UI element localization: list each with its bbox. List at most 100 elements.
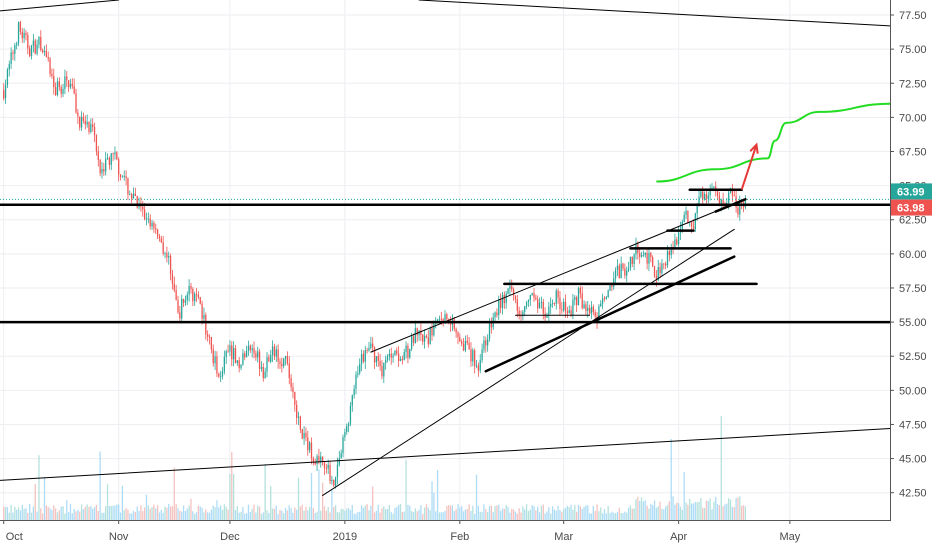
candle-body <box>195 293 198 295</box>
volume-bar <box>40 508 42 520</box>
volume-bar <box>531 505 533 520</box>
candle-body <box>92 124 94 127</box>
volume-bar <box>505 504 507 520</box>
volume-bar <box>86 504 88 520</box>
candle-body <box>574 297 576 300</box>
candle-body <box>461 341 463 344</box>
volume-bar <box>655 507 658 520</box>
volume-bar <box>41 513 44 520</box>
candle-body <box>674 239 676 249</box>
candle-body <box>155 228 157 230</box>
trend-line[interactable] <box>0 0 120 12</box>
trend-line[interactable] <box>0 428 891 481</box>
volume-bar <box>535 510 537 520</box>
time-axis-background <box>0 520 932 550</box>
volume-bar <box>62 506 64 520</box>
candle-body <box>164 253 166 254</box>
volume-bar <box>537 506 539 520</box>
price-axis[interactable]: 42.50 45.00 47.50 50.00 52.50 55.00 57.50 60.00… <box>890 0 932 550</box>
candle-body <box>644 252 646 255</box>
volume-bar <box>588 513 591 520</box>
candle-body <box>600 303 602 307</box>
volume-bar <box>620 513 622 520</box>
price-tick-label: 77.50 <box>899 10 927 22</box>
volume-bar <box>687 504 689 520</box>
price-tick-label: 62.50 <box>899 215 927 227</box>
volume-bar <box>69 504 72 520</box>
candle-body <box>464 340 467 351</box>
volume-bar <box>283 513 285 520</box>
volume-bar <box>279 509 281 520</box>
volume-bar <box>627 507 630 520</box>
candle-body <box>414 328 416 343</box>
volume-bar <box>34 483 36 520</box>
candle-body <box>110 153 112 165</box>
volume-bar <box>56 512 59 520</box>
volume-bar <box>214 507 216 520</box>
trend-line[interactable] <box>322 228 735 496</box>
candle-body <box>655 276 658 280</box>
volume-bar <box>255 512 257 520</box>
trend-line[interactable] <box>370 198 746 353</box>
candle-body <box>329 464 331 482</box>
candle-body <box>4 85 7 99</box>
volume-bar <box>45 505 48 520</box>
candle-body <box>116 152 118 160</box>
volume-bar <box>472 505 474 520</box>
candle-body <box>6 69 9 86</box>
projection-curve[interactable] <box>656 102 891 183</box>
volume-bar <box>331 490 333 520</box>
projection-arrow-shaft[interactable] <box>740 144 758 191</box>
candle-body <box>325 467 327 469</box>
trend-line[interactable] <box>484 255 736 373</box>
candle-body <box>114 152 116 155</box>
candle-body <box>427 337 429 345</box>
candle-body <box>564 301 567 312</box>
volume-bar <box>158 512 161 520</box>
candle-body <box>119 174 122 177</box>
volume-bar <box>433 492 435 520</box>
candle-body <box>683 214 685 222</box>
candle-body <box>225 351 227 357</box>
trend-line[interactable] <box>714 198 747 213</box>
time-axis[interactable]: Oct Nov Dec 2019 Feb Mar Apr May <box>0 520 932 550</box>
candle-body <box>17 21 20 44</box>
volume-bar <box>75 511 77 520</box>
candle-body <box>16 43 18 46</box>
candle-body <box>553 303 556 304</box>
price-badge-label: 63.98 <box>897 203 925 215</box>
volume-bar <box>212 505 214 520</box>
volume-bar <box>642 501 645 520</box>
volume-bar <box>474 513 476 520</box>
volume-bar <box>114 505 116 520</box>
candle-body <box>692 226 695 230</box>
candle-body <box>53 76 55 88</box>
candle-body <box>440 318 442 320</box>
candle-body <box>186 294 188 301</box>
candle-body <box>192 288 194 302</box>
volume-bar <box>253 504 255 520</box>
trend-line[interactable] <box>418 0 891 27</box>
volume-bar <box>622 513 624 520</box>
volume-bar <box>79 511 81 520</box>
volume-bar <box>652 505 654 520</box>
candle-body <box>136 195 138 208</box>
volume-bar <box>572 509 574 520</box>
candle-body <box>236 360 238 363</box>
candle-body <box>351 395 353 406</box>
candle-body <box>349 405 352 424</box>
volume-bar <box>601 513 604 520</box>
volume-bar <box>448 504 450 520</box>
volume-bar <box>173 467 175 520</box>
price-tick-label: 70.00 <box>899 112 927 124</box>
volume-bar <box>423 507 426 520</box>
volume-bar <box>728 498 730 520</box>
volume-bar <box>431 481 433 520</box>
volume-bar <box>71 513 73 520</box>
candle-body <box>62 88 64 94</box>
volume-bar <box>129 513 131 520</box>
volume-bar <box>681 509 683 520</box>
candle-body <box>36 44 38 54</box>
volume-bar <box>290 508 292 520</box>
